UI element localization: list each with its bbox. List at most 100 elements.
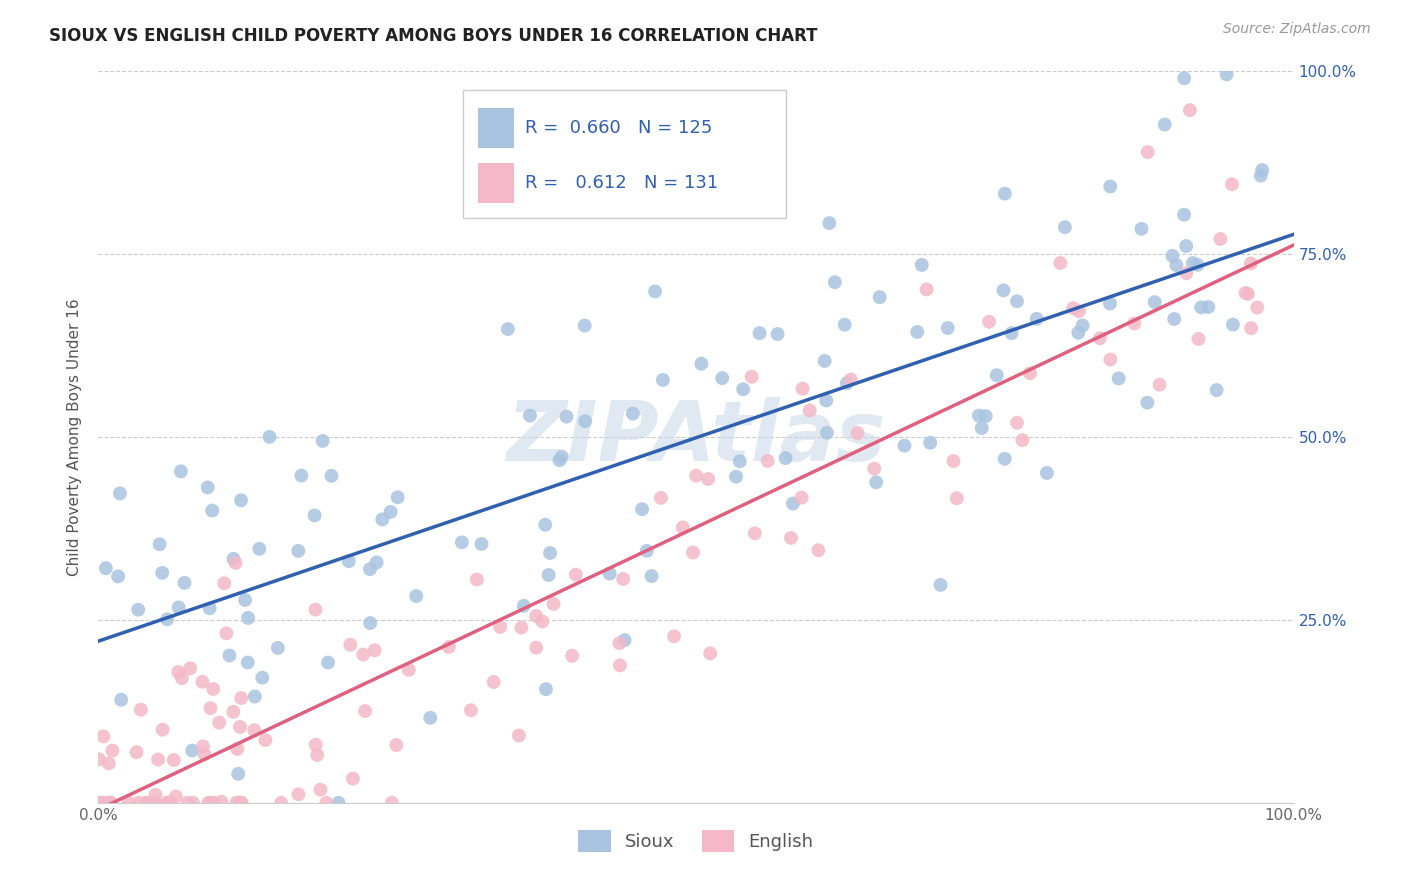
Point bbox=[1187, 258, 1209, 272]
Point bbox=[1136, 395, 1159, 409]
Point bbox=[893, 439, 915, 453]
Point bbox=[1222, 318, 1244, 332]
Point bbox=[225, 556, 247, 570]
Point bbox=[682, 545, 704, 559]
Point bbox=[236, 656, 259, 670]
Point bbox=[650, 491, 672, 505]
Point bbox=[697, 472, 720, 486]
Point bbox=[305, 738, 328, 752]
Text: SIOUX VS ENGLISH CHILD POVERTY AMONG BOYS UNDER 16 CORRELATION CHART: SIOUX VS ENGLISH CHILD POVERTY AMONG BOY… bbox=[49, 27, 818, 45]
Point bbox=[1036, 466, 1059, 480]
Point bbox=[135, 796, 157, 810]
Point bbox=[869, 290, 891, 304]
Point bbox=[179, 661, 201, 675]
Point bbox=[437, 640, 460, 654]
Point bbox=[181, 796, 204, 810]
Point bbox=[226, 742, 249, 756]
Point bbox=[510, 621, 533, 635]
Point bbox=[201, 503, 224, 517]
Point bbox=[135, 796, 157, 810]
Point bbox=[835, 376, 858, 391]
FancyBboxPatch shape bbox=[478, 108, 515, 148]
Point bbox=[612, 572, 634, 586]
Point bbox=[236, 611, 259, 625]
Point bbox=[233, 593, 256, 607]
Point bbox=[146, 753, 169, 767]
Point bbox=[1005, 294, 1028, 309]
Point bbox=[405, 589, 427, 603]
Point bbox=[359, 562, 381, 576]
Point bbox=[143, 796, 166, 810]
Point bbox=[967, 409, 990, 423]
Point bbox=[1067, 304, 1090, 318]
Point bbox=[994, 186, 1017, 201]
Point bbox=[1166, 258, 1188, 272]
Point bbox=[97, 756, 120, 771]
Point bbox=[145, 788, 167, 802]
Point bbox=[1237, 286, 1260, 301]
Point bbox=[307, 748, 329, 763]
Point bbox=[863, 461, 886, 475]
Point bbox=[728, 454, 751, 468]
Point bbox=[470, 537, 492, 551]
Point bbox=[243, 723, 266, 738]
Point bbox=[96, 796, 118, 810]
Point bbox=[167, 665, 190, 679]
Point bbox=[1161, 249, 1184, 263]
Point bbox=[524, 608, 547, 623]
Point bbox=[385, 738, 408, 752]
Point bbox=[911, 258, 934, 272]
Point bbox=[565, 567, 588, 582]
Point bbox=[352, 648, 374, 662]
Point bbox=[321, 468, 343, 483]
Point bbox=[839, 372, 862, 386]
Point bbox=[1175, 266, 1198, 280]
Point bbox=[371, 512, 394, 526]
Point bbox=[846, 426, 869, 441]
Point bbox=[524, 640, 547, 655]
Point bbox=[309, 782, 332, 797]
Point bbox=[342, 772, 364, 786]
Point bbox=[87, 796, 110, 810]
Legend: Sioux, English: Sioux, English bbox=[571, 823, 821, 860]
Point bbox=[149, 537, 172, 551]
Point bbox=[170, 465, 193, 479]
Point bbox=[1173, 71, 1195, 86]
Point bbox=[129, 703, 152, 717]
Point bbox=[287, 788, 309, 802]
Point bbox=[1189, 301, 1212, 315]
Point bbox=[198, 601, 221, 615]
Point bbox=[936, 321, 959, 335]
Point bbox=[1053, 220, 1076, 235]
Point bbox=[574, 414, 596, 428]
Point bbox=[287, 544, 309, 558]
Point bbox=[690, 357, 713, 371]
Point bbox=[537, 568, 560, 582]
Point bbox=[609, 636, 631, 650]
Point bbox=[200, 796, 222, 810]
Point bbox=[1178, 103, 1201, 117]
Point bbox=[1071, 318, 1094, 333]
Point bbox=[775, 451, 797, 466]
Point bbox=[1149, 377, 1171, 392]
Point bbox=[193, 747, 215, 762]
Point bbox=[977, 315, 1000, 329]
Point bbox=[156, 612, 179, 626]
Point bbox=[290, 468, 312, 483]
Point bbox=[1049, 256, 1071, 270]
Point bbox=[94, 561, 117, 575]
Point bbox=[662, 629, 685, 643]
Point bbox=[419, 711, 441, 725]
Point bbox=[994, 451, 1017, 466]
Point bbox=[108, 486, 131, 500]
Point bbox=[173, 575, 195, 590]
Point bbox=[644, 285, 666, 299]
Point bbox=[489, 620, 512, 634]
Point bbox=[98, 796, 121, 810]
Point bbox=[1098, 296, 1121, 310]
Point bbox=[711, 371, 734, 385]
Point bbox=[87, 796, 110, 810]
Point bbox=[197, 480, 219, 494]
Point bbox=[215, 626, 238, 640]
Point bbox=[101, 743, 124, 757]
